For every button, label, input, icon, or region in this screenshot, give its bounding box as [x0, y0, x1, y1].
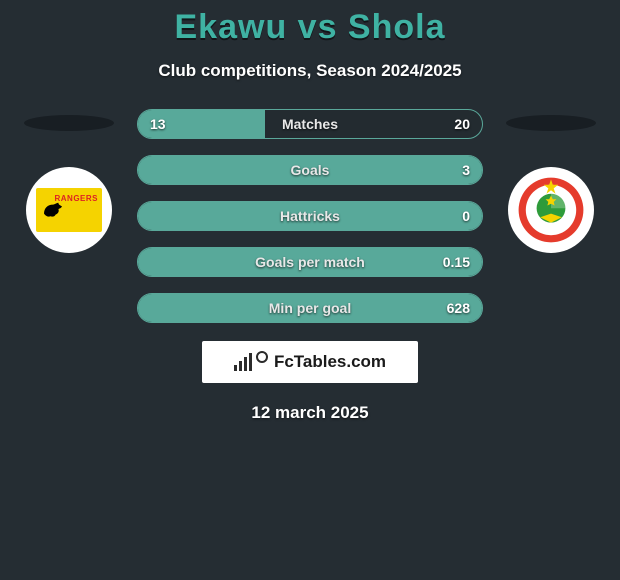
stat-value-right: 20 [454, 116, 470, 132]
branding-text: FcTables.com [274, 352, 386, 372]
stat-bar: Hattricks 0 [137, 201, 483, 231]
stat-label: Min per goal [269, 300, 351, 316]
stat-bars: 13 Matches 20 Goals 3 Hattricks 0 Goals per mat… [137, 109, 483, 323]
stat-label: Matches [282, 116, 338, 132]
stat-label: Hattricks [280, 208, 340, 224]
rangers-badge: RANGERS [36, 188, 102, 232]
left-club-badge: RANGERS [26, 167, 112, 253]
player-shadow-right [506, 115, 596, 131]
stat-value-right: 0.15 [443, 254, 470, 270]
stat-bar: Goals 3 [137, 155, 483, 185]
stat-value-right: 0 [462, 208, 470, 224]
stat-bar: 13 Matches 20 [137, 109, 483, 139]
right-side [501, 109, 601, 253]
subtitle: Club competitions, Season 2024/2025 [0, 61, 620, 81]
date-label: 12 march 2025 [0, 403, 620, 423]
stat-label: Goals per match [255, 254, 365, 270]
stat-value-right: 628 [447, 300, 470, 316]
left-side: RANGERS [19, 109, 119, 253]
player-shadow-left [24, 115, 114, 131]
page-title: Ekawu vs Shola [0, 8, 620, 47]
stat-value-right: 3 [462, 162, 470, 178]
kwara-badge-icon [515, 174, 587, 246]
rangers-badge-text: RANGERS [54, 194, 98, 203]
panther-icon [42, 201, 64, 219]
stat-bar: Min per goal 628 [137, 293, 483, 323]
comparison-card: Ekawu vs Shola Club competitions, Season… [0, 0, 620, 423]
branding-bars-icon [234, 353, 256, 371]
right-club-badge [508, 167, 594, 253]
main-row: RANGERS 13 Matches 20 Goals 3 Hattricks 0 Goals… [0, 109, 620, 323]
branding-ball-icon [256, 351, 268, 363]
stat-bar: Goals per match 0.15 [137, 247, 483, 277]
stat-label: Goals [291, 162, 330, 178]
stat-value-left: 13 [150, 116, 166, 132]
branding-box: FcTables.com [202, 341, 418, 383]
